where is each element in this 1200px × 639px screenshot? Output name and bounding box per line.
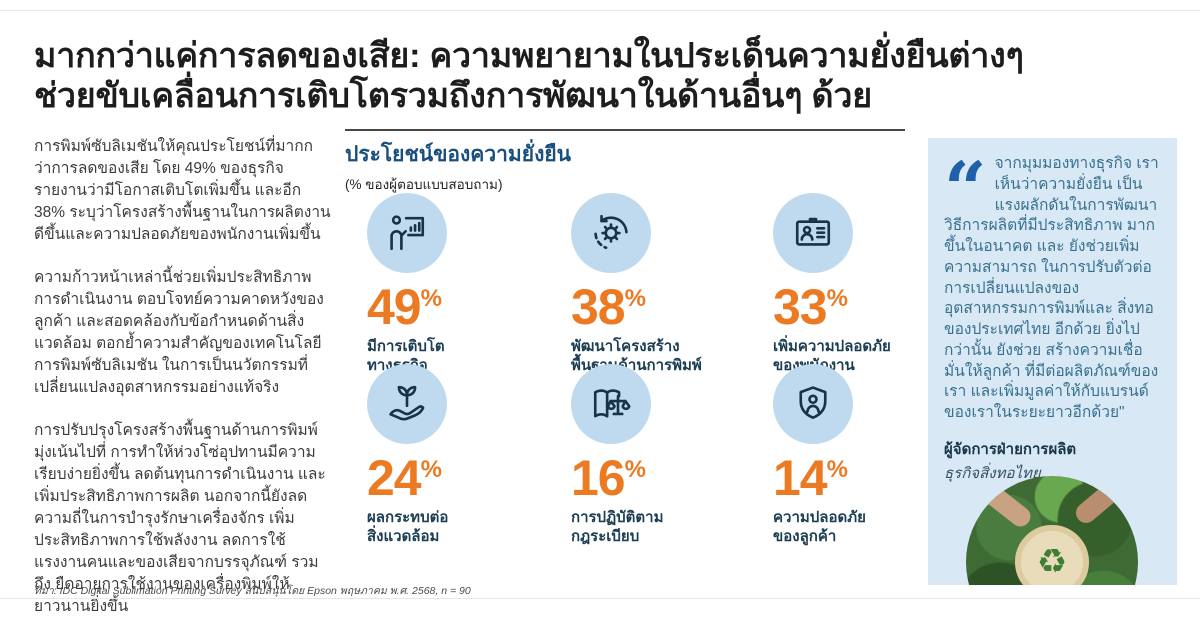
top-divider — [0, 10, 1200, 11]
benefits-subheading: (% ของผู้ตอบแบบสอบถาม) — [345, 177, 503, 192]
stat-value: 33% — [773, 279, 848, 335]
shield-person-icon — [773, 364, 853, 444]
quote-panel: “ จากมุมมองทางธุรกิจ เราเห็นว่าความยั่งย… — [928, 138, 1177, 585]
stat-value: 49% — [367, 279, 442, 335]
stat-label: ความปลอดภัย ของลูกค้า — [773, 509, 866, 545]
stat-customer-safety: 14% ความปลอดภัย ของลูกค้า — [773, 364, 968, 547]
stat-regulatory-compliance: 16% การปฏิบัติตาม กฎระเบียบ — [571, 364, 766, 547]
quote-role: ธุรกิจสิ่งทอไทย — [944, 464, 1041, 482]
infographic-page: มากกว่าแค่การลดของเสีย: ความพยายามในประเ… — [0, 10, 1200, 615]
stat-business-growth: 49% มีการเติบโต ทางธุรกิจ — [367, 193, 562, 376]
page-title: มากกว่าแค่การลดของเสีย: ความพยายามในประเ… — [34, 37, 1024, 116]
benefits-divider — [345, 129, 905, 131]
hand-leaf-icon — [367, 364, 447, 444]
presenter-chart-icon — [367, 193, 447, 273]
intro-paragraph: การพิมพ์ซับลิเมชันให้คุณประโยชน์ที่มากกว… — [34, 138, 331, 243]
stat-value: 14% — [773, 450, 848, 506]
stat-label: ผลกระทบต่อ สิ่งแวดล้อม — [367, 509, 449, 545]
quote-attribution: ผู้จัดการฝ่ายการผลิต — [944, 440, 1077, 458]
gear-process-icon — [571, 193, 651, 273]
stat-value: 38% — [571, 279, 646, 335]
stat-print-infrastructure: 38% พัฒนาโครงสร้าง พื้นฐานด้านการพิมพ์ — [571, 193, 766, 376]
benefits-heading: ประโยชน์ของความยั่งยืน — [345, 143, 571, 166]
stat-environmental-impact: 24% ผลกระทบต่อ สิ่งแวดล้อม — [367, 364, 562, 547]
source-note: ที่มา: IDC Digital Sublimation Printing … — [34, 585, 471, 597]
quote-mark-icon: “ — [944, 147, 987, 233]
hands-recycle-photo: ♻ — [966, 476, 1138, 585]
bottom-divider — [0, 598, 1200, 599]
recycle-symbol-icon: ♻ — [1015, 525, 1089, 585]
quote-text: จากมุมมองทางธุรกิจ เราเห็นว่าความยั่งยืน… — [944, 155, 1159, 422]
intro-paragraph: ความก้าวหน้าเหล่านี้ช่วยเพิ่มประสิทธิภาพ… — [34, 269, 324, 396]
hand-shape — [979, 481, 1035, 531]
stat-value: 24% — [367, 450, 442, 506]
intro-text-column: การพิมพ์ซับลิเมชันให้คุณประโยชน์ที่มากกว… — [34, 136, 334, 639]
stat-label: การปฏิบัติตาม กฎระเบียบ — [571, 509, 664, 545]
id-badge-icon — [773, 193, 853, 273]
benefits-section: ประโยชน์ของความยั่งยืน (% ของผู้ตอบแบบสอ… — [345, 129, 905, 569]
stat-value: 16% — [571, 450, 646, 506]
book-scales-icon — [571, 364, 651, 444]
